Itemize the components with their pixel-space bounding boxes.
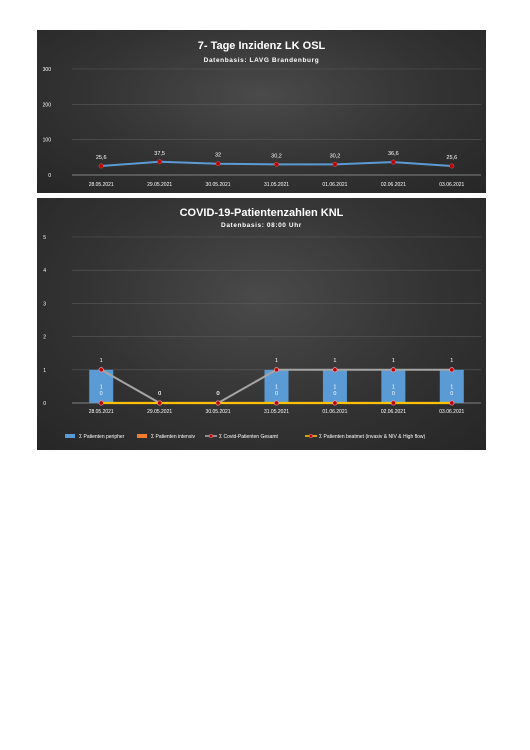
line-data-label: 0 [217, 391, 220, 397]
data-label: 32 [215, 153, 221, 159]
data-label: 30,2 [271, 153, 282, 159]
bar-data-label: 1 [100, 384, 103, 390]
patients-chart: COVID-19-Patientenzahlen KNL Datenbasis:… [43, 207, 481, 440]
line-data-label: 1 [100, 358, 103, 364]
incidence-chart-title: 7- Tage Inzidenz LK OSL [198, 40, 326, 52]
data-point [157, 400, 163, 406]
legend-swatch [137, 434, 147, 438]
bar-data-label: 1 [392, 384, 395, 390]
bar [322, 369, 347, 403]
y-tick-label: 300 [43, 67, 52, 73]
bar [439, 369, 464, 403]
data-label: 36,6 [388, 151, 399, 157]
data-label: 25,6 [446, 155, 457, 161]
data-point [449, 367, 455, 373]
x-tick-label: 30.05.2021 [206, 182, 231, 188]
legend-label: Σ Covid-Patienten Gesamt [219, 434, 279, 440]
legend-swatch [65, 434, 75, 438]
y-tick-label: 0 [43, 401, 46, 407]
data-point [157, 159, 163, 165]
y-tick-label: 100 [43, 138, 52, 144]
patients-chart-subtitle: Datenbasis: 08:00 Uhr [221, 222, 302, 229]
data-point [274, 161, 279, 167]
x-tick-label: 03.06.2021 [439, 409, 464, 415]
bar-data-label: 0 [450, 391, 453, 397]
data-point [390, 400, 396, 406]
data-label: 25,6 [96, 155, 107, 161]
legend-label: Σ Patienten intensiv [151, 434, 195, 440]
data-point [98, 400, 104, 406]
y-tick-label: 4 [43, 268, 46, 274]
x-tick-label: 29.05.2021 [147, 182, 172, 188]
x-tick-label: 02.06.2021 [381, 409, 406, 415]
data-point [332, 161, 338, 167]
x-tick-label: 28.05.2021 [89, 409, 114, 415]
bar-data-label: 1 [333, 384, 336, 390]
bar-data-label: 0 [158, 391, 161, 397]
x-tick-label: 31.05.2021 [264, 409, 289, 415]
incidence-chart-panel: 7- Tage Inzidenz LK OSL Datenbasis: LAVG… [37, 30, 486, 193]
data-point [390, 159, 396, 165]
bar-data-label: 0 [275, 391, 278, 397]
x-tick-label: 02.06.2021 [381, 182, 406, 188]
patients-chart-panel: COVID-19-Patientenzahlen KNL Datenbasis:… [37, 198, 486, 450]
data-label: 30,2 [330, 153, 341, 159]
x-tick-label: 29.05.2021 [147, 409, 172, 415]
y-tick-label: 5 [43, 235, 46, 241]
legend-marker [208, 433, 214, 439]
incidence-chart-subtitle: Datenbasis: LAVG Brandenburg [204, 57, 320, 64]
patients-chart-title: COVID-19-Patientenzahlen KNL [180, 207, 344, 219]
incidence-chart: 7- Tage Inzidenz LK OSL Datenbasis: LAVG… [43, 40, 481, 188]
bar-data-label: 0 [100, 391, 103, 397]
data-point [390, 367, 396, 373]
bar-data-label: 0 [333, 391, 336, 397]
data-label: 37,5 [154, 151, 165, 157]
data-point [273, 400, 280, 406]
legend-label: Σ Patienten beatmet (invasiv & NIV & Hig… [319, 434, 426, 440]
x-tick-label: 30.05.2021 [206, 409, 231, 415]
line-data-label: 1 [450, 358, 453, 364]
data-point [215, 400, 221, 406]
data-point [332, 400, 338, 406]
line-data-label: 1 [333, 358, 336, 364]
x-tick-label: 28.05.2021 [89, 182, 114, 188]
x-tick-label: 01.06.2021 [322, 409, 347, 415]
data-point [215, 161, 221, 167]
bar-data-label: 1 [450, 384, 453, 390]
bar [381, 369, 406, 403]
legend-marker [308, 433, 314, 439]
data-point [98, 163, 104, 169]
data-point [273, 367, 280, 373]
legend-label: Σ Patienten peripher [79, 434, 125, 440]
line-data-label: 1 [392, 358, 395, 364]
x-tick-label: 03.06.2021 [439, 182, 464, 188]
x-tick-label: 01.06.2021 [322, 182, 347, 188]
line-data-label: 0 [158, 391, 161, 397]
y-tick-label: 2 [43, 335, 46, 341]
x-tick-label: 31.05.2021 [264, 182, 289, 188]
line-data-label: 1 [275, 358, 278, 364]
bar-data-label: 1 [275, 384, 278, 390]
y-tick-label: 1 [43, 368, 46, 374]
data-point [98, 367, 104, 373]
bar-data-label: 0 [392, 391, 395, 397]
y-tick-label: 200 [43, 102, 52, 108]
data-point [449, 163, 455, 169]
y-tick-label: 0 [48, 173, 51, 179]
y-tick-label: 3 [43, 301, 46, 307]
bar-data-label: 0 [217, 391, 220, 397]
data-point [449, 400, 455, 406]
data-point [332, 367, 338, 373]
